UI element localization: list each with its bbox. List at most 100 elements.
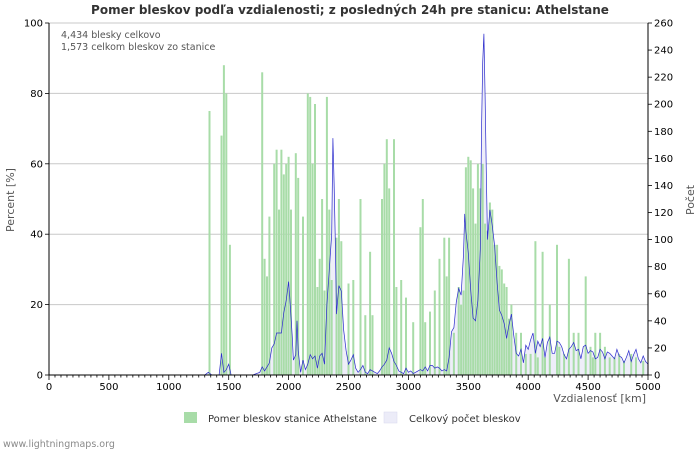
percent-bar: [443, 237, 446, 375]
percent-bar: [500, 269, 503, 375]
percent-bar: [330, 280, 333, 375]
percent-bar: [608, 357, 611, 375]
y-right-tick-label: 80: [654, 262, 667, 273]
y-right-tick-label: 100: [654, 235, 673, 246]
percent-bar: [347, 283, 350, 375]
y-right-tick-label: 240: [654, 46, 673, 57]
percent-bar: [263, 258, 266, 375]
y-right-tick-label: 160: [654, 154, 673, 165]
y-right-tick-label: 180: [654, 127, 673, 138]
x-axis-label: Vzdialenosť [km]: [553, 392, 646, 405]
percent-bar: [400, 280, 403, 375]
x-tick-label: 5000: [635, 382, 660, 393]
percent-bar: [558, 346, 561, 375]
percent-bar: [563, 353, 566, 375]
percent-bar: [302, 216, 304, 375]
percent-bar: [282, 174, 285, 375]
percent-bar: [496, 244, 499, 375]
y-right-tick-label: 0: [654, 371, 660, 382]
y-left-tick-label: 60: [30, 159, 43, 170]
count-line: [49, 33, 649, 376]
percent-bar: [318, 258, 321, 375]
chart-title: Pomer bleskov podľa vzdialenosti; z posl…: [91, 3, 609, 17]
legend-label-percent: Pomer bleskov stanice Athelstane: [208, 414, 377, 425]
percent-bar: [316, 287, 319, 375]
legend-swatch-percent: [184, 412, 197, 423]
percent-bar: [508, 318, 510, 375]
info-total-strikes: 4,434 blesky celkovo: [61, 30, 161, 41]
y-right-tick-label: 260: [654, 19, 673, 30]
percent-bar: [572, 332, 575, 375]
x-tick-label: 2000: [276, 382, 301, 393]
percent-bar: [635, 357, 637, 375]
percent-bar: [340, 241, 343, 375]
percent-bar: [285, 163, 288, 375]
percent-bar: [534, 241, 537, 375]
percent-bar: [467, 156, 470, 375]
percent-bar: [385, 139, 388, 375]
y-left-tick-label: 20: [30, 300, 43, 311]
percent-bars: [208, 65, 645, 376]
percent-bar: [642, 360, 645, 375]
x-tick-label: 1500: [216, 382, 241, 393]
percent-bar: [618, 353, 621, 375]
percent-bar: [599, 332, 602, 375]
percent-bar: [445, 276, 448, 375]
percent-bar: [220, 135, 223, 375]
percent-bar: [287, 156, 290, 375]
percent-bar: [462, 290, 465, 375]
percent-bar: [630, 353, 633, 375]
y-left-tick-labels: 0 20 40 60 80 100: [24, 19, 43, 382]
percent-bar: [520, 332, 522, 375]
percent-bar: [515, 332, 518, 375]
percent-bar: [290, 209, 292, 375]
percent-bar: [266, 276, 268, 375]
x-tick-label: 3500: [456, 382, 481, 393]
percent-bar: [429, 311, 431, 375]
plot-axes: [45, 22, 652, 380]
percent-bar: [352, 280, 355, 375]
percent-bar: [591, 357, 594, 375]
percent-bar: [464, 167, 467, 375]
percent-bar: [567, 258, 570, 375]
percent-bar: [405, 297, 407, 375]
percent-bar: [452, 332, 455, 375]
percent-bar: [584, 276, 587, 375]
percent-bar: [541, 251, 544, 375]
percent-bar: [493, 244, 496, 375]
percent-bar: [294, 153, 297, 375]
percent-bar: [544, 357, 546, 375]
x-tick-label: 1000: [156, 382, 181, 393]
x-tick-label: 4500: [575, 382, 600, 393]
y-right-tick-label: 40: [654, 316, 667, 327]
percent-bar: [309, 96, 312, 376]
percent-bar: [321, 199, 324, 375]
y-right-tick-labels: 0 20 40 60 80 100 120 140 160 180 200 220 240 260: [654, 19, 673, 382]
percent-bar: [613, 357, 616, 375]
percent-bar: [222, 65, 225, 375]
y-right-tick-label: 140: [654, 181, 673, 192]
x-tick-label: 0: [46, 382, 52, 393]
percent-bar: [457, 287, 460, 375]
y-right-axis-label: Počet: [684, 184, 697, 215]
percent-bar: [481, 163, 484, 375]
percent-bar: [577, 332, 580, 375]
percent-bar: [323, 290, 326, 375]
y-left-tick-label: 100: [24, 19, 43, 30]
y-right-tick-label: 120: [654, 208, 673, 219]
x-tick-labels: 0 500 1000 1500 2000 2500 3000 3500 4000 4500 5000: [46, 382, 661, 393]
x-tick-label: 4000: [515, 382, 540, 393]
percent-bar: [328, 209, 331, 375]
percent-bar: [474, 223, 477, 375]
percent-bar: [208, 111, 211, 375]
y-right-tick-label: 20: [654, 343, 667, 354]
percent-bar: [273, 163, 276, 375]
percent-bar: [476, 163, 479, 375]
count-polyline: [49, 33, 649, 376]
y-right-tick-label: 220: [654, 73, 673, 84]
y-left-axis-label: Percent [%]: [4, 168, 17, 232]
percent-bar: [419, 227, 422, 375]
percent-bar: [383, 163, 386, 375]
percent-bar: [536, 357, 539, 375]
